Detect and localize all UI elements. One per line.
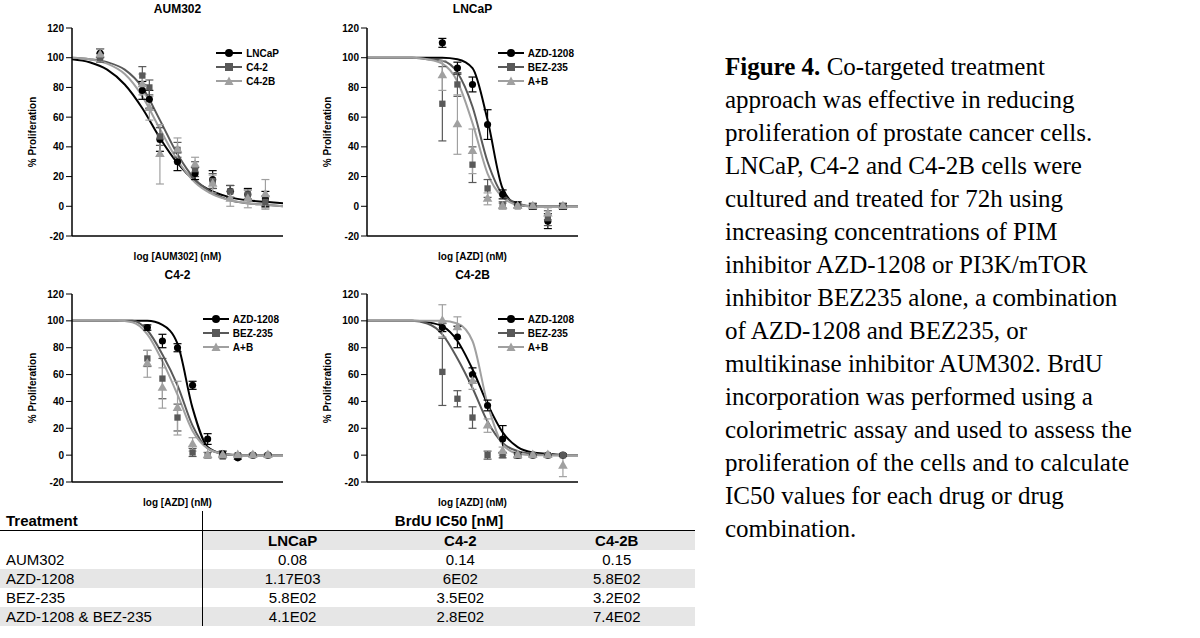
- svg-text:-20: -20: [50, 231, 65, 242]
- html-text:2.8E02: 2.8E02: [436, 608, 485, 625]
- svg-text:20: 20: [53, 423, 65, 434]
- svg-text:% Proliferation: % Proliferation: [322, 353, 333, 424]
- svg-text:80: 80: [348, 82, 360, 93]
- html-text:BEZ-235: BEZ-235: [527, 61, 568, 73]
- html-text:LNCaP, C4-2 and C4-2B cells we: LNCaP, C4-2 and C4-2B cells were: [725, 152, 1082, 179]
- svg-text:0: 0: [353, 201, 359, 212]
- svg-text:-20: -20: [345, 477, 360, 488]
- html-text:Treatment: Treatment: [6, 512, 78, 529]
- svg-text:0: 0: [353, 450, 359, 461]
- html-text:AZD-1208: AZD-1208: [527, 313, 574, 325]
- html-text:proliferation of the cells and: proliferation of the cells and to calcul…: [725, 449, 1129, 476]
- svg-text:100: 100: [47, 52, 64, 63]
- html-text:combination.: combination.: [725, 515, 857, 542]
- svg-text:100: 100: [342, 52, 359, 63]
- svg-text:0: 0: [58, 450, 64, 461]
- html-text:BrdU IC50 [nM]: BrdU IC50 [nM]: [394, 512, 504, 529]
- html-text:AZD-1208: AZD-1208: [232, 313, 279, 325]
- svg-text:40: 40: [348, 396, 360, 407]
- svg-text:log [AUM302] (nM): log [AUM302] (nM): [134, 251, 222, 262]
- html-text:AZD-1208: AZD-1208: [6, 570, 75, 587]
- html-text:proliferation of prostate canc: proliferation of prostate cancer cells.: [725, 119, 1093, 146]
- svg-text:120: 120: [342, 23, 359, 34]
- html-text:AZD-1208: AZD-1208: [527, 47, 574, 59]
- svg-text:100: 100: [47, 315, 64, 326]
- html-text:0.14: 0.14: [445, 551, 475, 568]
- svg-text:120: 120: [47, 23, 64, 34]
- html-text:3.2E02: 3.2E02: [593, 589, 641, 606]
- svg-text:60: 60: [348, 112, 360, 123]
- svg-text:log [AZD] (nM): log [AZD] (nM): [143, 497, 212, 508]
- html-text:0.15: 0.15: [602, 551, 632, 568]
- html-text:colorimetric assay and used to: colorimetric assay and used to assess th…: [725, 416, 1132, 443]
- html-text:BEZ-235: BEZ-235: [232, 327, 273, 339]
- html-text:7.4E02: 7.4E02: [593, 608, 641, 625]
- html-text:A+B: A+B: [232, 341, 254, 353]
- html-text:4.1E02: 4.1E02: [268, 608, 317, 625]
- svg-text:80: 80: [348, 342, 360, 353]
- svg-text:log [AZD] (nM): log [AZD] (nM): [438, 251, 507, 262]
- svg-text:-20: -20: [50, 477, 65, 488]
- html-text:Figure 4. Co-targeted treatmen: Figure 4. Co-targeted treatment: [725, 53, 1045, 80]
- svg-text:% Proliferation: % Proliferation: [27, 97, 38, 168]
- svg-text:% Proliferation: % Proliferation: [27, 353, 38, 424]
- html-text:LNCaP: LNCaP: [452, 2, 493, 16]
- svg-text:60: 60: [53, 112, 65, 123]
- svg-text:20: 20: [53, 171, 65, 182]
- html-text:C4-2: C4-2: [444, 532, 477, 549]
- html-text:C4-2: C4-2: [164, 268, 191, 282]
- html-text:LNCaP: LNCaP: [268, 532, 318, 549]
- svg-text:120: 120: [342, 289, 359, 300]
- html-text:C4-2B: C4-2B: [455, 268, 490, 282]
- html-text:C4-2B: C4-2B: [595, 532, 639, 549]
- html-text:IC50 values for each drug or d: IC50 values for each drug or drug: [725, 482, 1064, 509]
- svg-text:40: 40: [348, 141, 360, 152]
- svg-text:20: 20: [348, 423, 360, 434]
- svg-text:20: 20: [348, 171, 360, 182]
- html-text:AUM302: AUM302: [6, 551, 65, 568]
- html-text:inhibitor AZD-1208 or PI3K/mTO: inhibitor AZD-1208 or PI3K/mTOR: [725, 251, 1088, 278]
- html-text:AZD-1208 & BEZ-235: AZD-1208 & BEZ-235: [6, 608, 152, 625]
- html-text:inhibitor BEZ235 alone, a comb: inhibitor BEZ235 alone, a combination: [725, 284, 1118, 311]
- html-text:1.17E03: 1.17E03: [264, 570, 321, 587]
- svg-text:% Proliferation: % Proliferation: [322, 97, 333, 168]
- svg-text:80: 80: [53, 342, 65, 353]
- svg-text:60: 60: [53, 369, 65, 380]
- svg-text:log [AZD] (nM): log [AZD] (nM): [438, 497, 507, 508]
- html-text:3.5E02: 3.5E02: [436, 589, 485, 606]
- svg-text:0: 0: [58, 201, 64, 212]
- html-text:6E02: 6E02: [442, 570, 478, 587]
- svg-text:100: 100: [342, 315, 359, 326]
- html-text:5.8E02: 5.8E02: [593, 570, 641, 587]
- html-text:increasing concentrations of P: increasing concentrations of PIM: [725, 218, 1058, 245]
- html-text:C4-2: C4-2: [246, 61, 268, 73]
- html-text:of AZD-1208 and BEZ235, or: of AZD-1208 and BEZ235, or: [725, 317, 1027, 344]
- html-text:A+B: A+B: [527, 341, 549, 353]
- svg-text:80: 80: [53, 82, 65, 93]
- html-text:0.08: 0.08: [278, 551, 308, 568]
- html-text:multikinase inhibitor AUM302.: multikinase inhibitor AUM302. BrdU: [725, 350, 1103, 377]
- svg-text:60: 60: [348, 369, 360, 380]
- svg-text:-20: -20: [345, 231, 360, 242]
- svg-text:40: 40: [53, 396, 65, 407]
- html-text:cultured and treated for 72h u: cultured and treated for 72h using: [725, 185, 1064, 212]
- html-text:BEZ-235: BEZ-235: [527, 327, 568, 339]
- html-text:incorporation was performed us: incorporation was performed using a: [725, 383, 1093, 410]
- html-text:A+B: A+B: [527, 75, 549, 87]
- svg-text:40: 40: [53, 141, 65, 152]
- html-text:C4-2B: C4-2B: [246, 75, 276, 87]
- html-text:AUM302: AUM302: [153, 2, 202, 16]
- html-text:approach was effective in redu: approach was effective in reducing: [725, 86, 1075, 113]
- html-text:LNCaP: LNCaP: [246, 47, 279, 59]
- html-text:BEZ-235: BEZ-235: [6, 589, 66, 606]
- svg-text:120: 120: [47, 289, 64, 300]
- html-text:5.8E02: 5.8E02: [268, 589, 317, 606]
